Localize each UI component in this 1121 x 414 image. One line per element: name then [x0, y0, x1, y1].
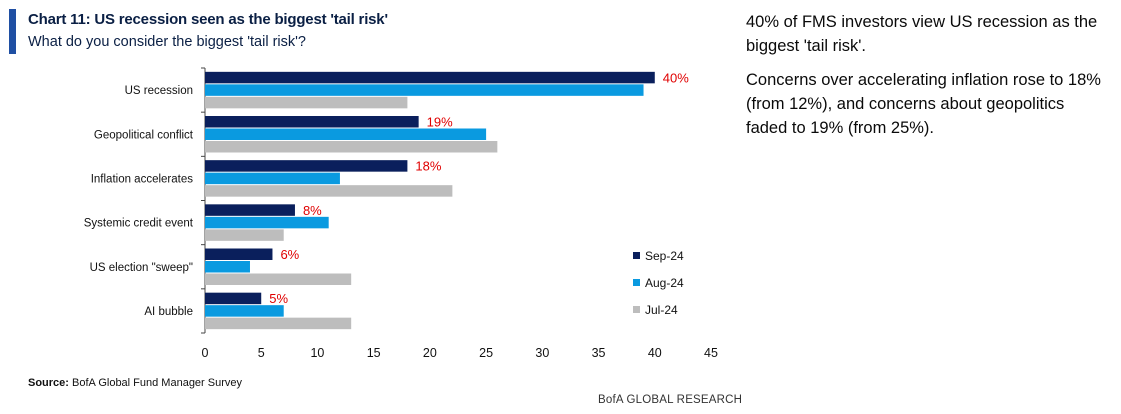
chart-subtitle: What do you consider the biggest 'tail r… — [28, 34, 306, 50]
category-label: US recession — [125, 85, 193, 97]
commentary-paragraph-2: Concerns over accelerating inflation ros… — [746, 71, 1101, 137]
bar-jul-24 — [205, 141, 498, 153]
bar-aug-24 — [205, 305, 284, 317]
bar-sep-24 — [205, 160, 408, 172]
category-label: Geopolitical conflict — [94, 129, 194, 141]
data-label: 18% — [415, 159, 441, 174]
bar-jul-24 — [205, 229, 284, 241]
legend-label: Sep-24 — [645, 249, 684, 263]
x-tick-label: 15 — [367, 346, 381, 360]
source-note: Source: BofA Global Fund Manager Survey — [28, 377, 242, 389]
bar-aug-24 — [205, 216, 329, 229]
title-accent-bar — [9, 9, 16, 54]
bar-aug-24 — [205, 128, 487, 140]
category-label: US election "sweep" — [90, 262, 193, 274]
bar-aug-24 — [205, 84, 644, 96]
brand-footer: BofA GLOBAL RESEARCH — [598, 394, 743, 406]
x-tick-label: 25 — [479, 346, 493, 360]
x-tick-label: 0 — [202, 346, 209, 360]
source-label: Source: — [28, 377, 69, 389]
bar-jul-24 — [205, 317, 352, 330]
legend-label: Jul-24 — [645, 303, 678, 317]
x-tick-label: 45 — [704, 346, 718, 360]
data-label: 8% — [303, 203, 322, 218]
bar-jul-24 — [205, 96, 408, 109]
bar-sep-24 — [205, 248, 273, 260]
commentary-panel: 40% of FMS investors view US recession a… — [746, 10, 1106, 150]
bar-chart: US recession 40% Geopolitical conflict 19% I… — [84, 67, 718, 360]
x-tick-label: 35 — [592, 346, 606, 360]
bar-sep-24 — [205, 204, 295, 216]
category-label: Inflation accelerates — [91, 173, 194, 185]
x-tick-label: 30 — [535, 346, 549, 360]
x-tick-label: 10 — [310, 346, 324, 360]
category-label: Systemic credit event — [84, 218, 194, 230]
category-label: AI bubble — [144, 306, 193, 318]
data-label: 5% — [269, 291, 288, 306]
bar-aug-24 — [205, 172, 340, 185]
bar-sep-24 — [205, 116, 419, 128]
source-text: BofA Global Fund Manager Survey — [68, 377, 243, 389]
commentary-paragraph-1: 40% of FMS investors view US recession a… — [746, 13, 1098, 55]
legend-swatch — [633, 252, 640, 259]
x-tick-label: 40 — [648, 346, 662, 360]
chart-title: Chart 11: US recession seen as the bigge… — [28, 11, 388, 28]
legend-label: Aug-24 — [645, 276, 684, 290]
bar-sep-24 — [205, 292, 262, 305]
bar-sep-24 — [205, 71, 655, 84]
legend-swatch — [633, 306, 640, 313]
x-tick-label: 5 — [258, 346, 265, 360]
data-label: 19% — [427, 115, 453, 130]
legend-swatch — [633, 279, 640, 286]
x-tick-label: 20 — [423, 346, 437, 360]
bar-jul-24 — [205, 273, 352, 285]
bar-jul-24 — [205, 185, 453, 197]
data-label: 40% — [663, 70, 689, 85]
bar-aug-24 — [205, 261, 250, 273]
data-label: 6% — [280, 247, 299, 262]
